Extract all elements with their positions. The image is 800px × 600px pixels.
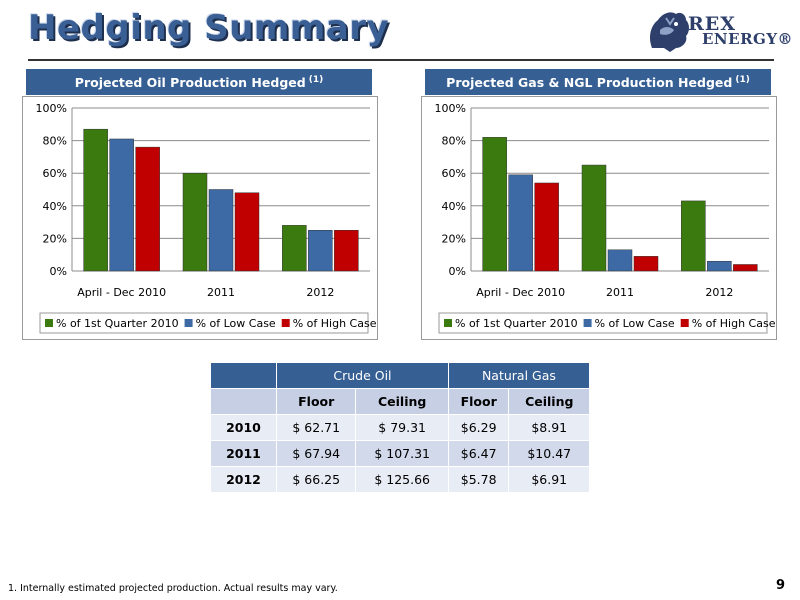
table-group-header-row: Crude Oil Natural Gas bbox=[210, 362, 591, 389]
gas-chart-title: Projected Gas & NGL Production Hedged (1) bbox=[425, 69, 771, 95]
gas-floor-cell: $5.78 bbox=[447, 466, 510, 493]
bar-1-3 bbox=[681, 200, 706, 272]
legend-swatch bbox=[583, 319, 592, 327]
legend-swatch bbox=[45, 319, 53, 327]
bar-2-3 bbox=[308, 230, 333, 272]
bar-1-1 bbox=[83, 128, 108, 272]
bar-chart-svg-2: 0% 20% 40% 60% 80% 100% April - Dec 2010 2011 20… bbox=[421, 96, 777, 340]
bar-3-3 bbox=[733, 264, 758, 272]
crude-oil-header: Crude Oil bbox=[276, 362, 449, 389]
oil-chart-title: Projected Oil Production Hedged (1) bbox=[26, 69, 372, 95]
x-tick-label: April - Dec 2010 bbox=[476, 286, 565, 299]
oil-ceiling-header: Ceiling bbox=[355, 388, 449, 415]
gas-floor-cell: $6.29 bbox=[447, 414, 510, 441]
bar-2-3 bbox=[707, 260, 732, 272]
bar-3-1 bbox=[534, 182, 559, 272]
bar-1-1 bbox=[482, 137, 507, 272]
gas-floor-cell: $6.47 bbox=[447, 440, 510, 467]
legend-label: % of 1st Quarter 2010 bbox=[455, 317, 578, 330]
y-tick-label: 20% bbox=[442, 232, 466, 245]
legend-label: % of Low Case bbox=[595, 317, 675, 330]
company-logo: REX ENERGY® bbox=[646, 8, 796, 54]
oil-floor-cell: $ 62.71 bbox=[275, 414, 357, 441]
row-year: 2012 bbox=[210, 466, 277, 493]
oil-floor-cell: $ 66.25 bbox=[275, 466, 357, 493]
natural-gas-header: Natural Gas bbox=[447, 362, 591, 389]
legend-box bbox=[39, 312, 369, 334]
oil-ceiling-cell: $ 125.66 bbox=[355, 466, 449, 493]
table-subheader-blank bbox=[210, 388, 277, 415]
oil-ceiling-cell: $ 79.31 bbox=[355, 414, 449, 441]
bar-2-1 bbox=[508, 174, 533, 272]
y-tick-label: 0% bbox=[449, 265, 466, 278]
table-row: 2011 $ 67.94 $ 107.31 $6.47 $10.47 bbox=[210, 440, 590, 467]
hedge-price-table: Crude Oil Natural Gas Floor Ceiling Floo… bbox=[210, 362, 591, 493]
x-tick-label: 2012 bbox=[306, 286, 334, 299]
legend-label: % of High Case bbox=[293, 317, 377, 330]
legend-swatch bbox=[184, 319, 193, 327]
logo-word-rex: REX bbox=[688, 13, 737, 35]
page-number: 9 bbox=[776, 578, 786, 593]
legend-label: % of 1st Quarter 2010 bbox=[56, 317, 179, 330]
x-tick-label: April - Dec 2010 bbox=[77, 286, 166, 299]
title-divider bbox=[28, 59, 774, 61]
bar-3-3 bbox=[334, 230, 359, 272]
y-tick-label: 40% bbox=[442, 200, 466, 213]
y-tick-label: 40% bbox=[43, 200, 67, 213]
footnote: 1. Internally estimated projected produc… bbox=[8, 583, 338, 594]
gas-hedge-chart: 0% 20% 40% 60% 80% 100% April - Dec 2010 2011 20… bbox=[421, 96, 777, 340]
y-tick-label: 80% bbox=[442, 135, 466, 148]
legend-label: % of High Case bbox=[692, 317, 776, 330]
legend-swatch bbox=[444, 319, 452, 327]
x-tick-label: 2012 bbox=[705, 286, 733, 299]
row-year: 2010 bbox=[210, 414, 277, 441]
bar-3-2 bbox=[234, 192, 260, 272]
bar-2-2 bbox=[208, 189, 234, 272]
legend-label: % of Low Case bbox=[196, 317, 276, 330]
bar-3-1 bbox=[135, 146, 160, 272]
table-row: 2012 $ 66.25 $ 125.66 $5.78 $6.91 bbox=[210, 466, 590, 493]
y-tick-label: 80% bbox=[43, 135, 67, 148]
bar-chart-svg-1: 0% 20% 40% 60% 80% 100% April - Dec 2010 2011 20… bbox=[22, 96, 378, 340]
gas-floor-header: Floor bbox=[447, 388, 510, 415]
gas-chart-footnote-ref: (1) bbox=[735, 75, 750, 85]
y-tick-label: 100% bbox=[36, 102, 67, 115]
bar-1-2 bbox=[182, 172, 208, 272]
oil-chart-footnote-ref: (1) bbox=[308, 75, 324, 85]
y-tick-label: 0% bbox=[50, 265, 67, 278]
bar-1-2 bbox=[581, 164, 607, 272]
gas-chart-title-text: Projected Gas & NGL Production Hedged bbox=[446, 74, 733, 90]
y-tick-label: 60% bbox=[442, 167, 466, 180]
y-tick-label: 100% bbox=[435, 102, 466, 115]
rex-lion-icon bbox=[650, 12, 689, 52]
gas-ceiling-cell: $8.91 bbox=[508, 414, 590, 441]
table-corner-cell bbox=[210, 362, 277, 389]
gas-ceiling-cell: $6.91 bbox=[508, 466, 590, 493]
oil-ceiling-cell: $ 107.31 bbox=[355, 440, 449, 467]
gas-ceiling-cell: $10.47 bbox=[508, 440, 590, 467]
y-tick-label: 60% bbox=[43, 167, 67, 180]
bar-2-1 bbox=[109, 138, 134, 272]
row-year: 2011 bbox=[210, 440, 277, 467]
x-tick-label: 2011 bbox=[606, 286, 634, 299]
gas-ceiling-header: Ceiling bbox=[508, 388, 590, 415]
oil-chart-title-text: Projected Oil Production Hedged bbox=[74, 74, 306, 90]
y-tick-label: 20% bbox=[43, 232, 67, 245]
logo-word-energy: ENERGY® bbox=[702, 30, 794, 48]
oil-hedge-chart: 0% 20% 40% 60% 80% 100% April - Dec 2010 2011 20… bbox=[22, 96, 378, 340]
bar-1-3 bbox=[282, 225, 307, 272]
table-row: 2010 $ 62.71 $ 79.31 $6.29 $8.91 bbox=[210, 414, 590, 441]
oil-floor-header: Floor bbox=[275, 388, 357, 415]
bar-2-2 bbox=[607, 249, 633, 272]
legend-swatch bbox=[680, 319, 689, 327]
bar-3-2 bbox=[633, 256, 659, 272]
table-sub-header-row: Floor Ceiling Floor Ceiling bbox=[210, 388, 590, 415]
x-tick-label: 2011 bbox=[207, 286, 235, 299]
legend-box bbox=[438, 312, 768, 334]
page-title: Hedging Summary bbox=[28, 8, 390, 48]
oil-floor-cell: $ 67.94 bbox=[275, 440, 357, 467]
legend-swatch bbox=[281, 319, 290, 327]
